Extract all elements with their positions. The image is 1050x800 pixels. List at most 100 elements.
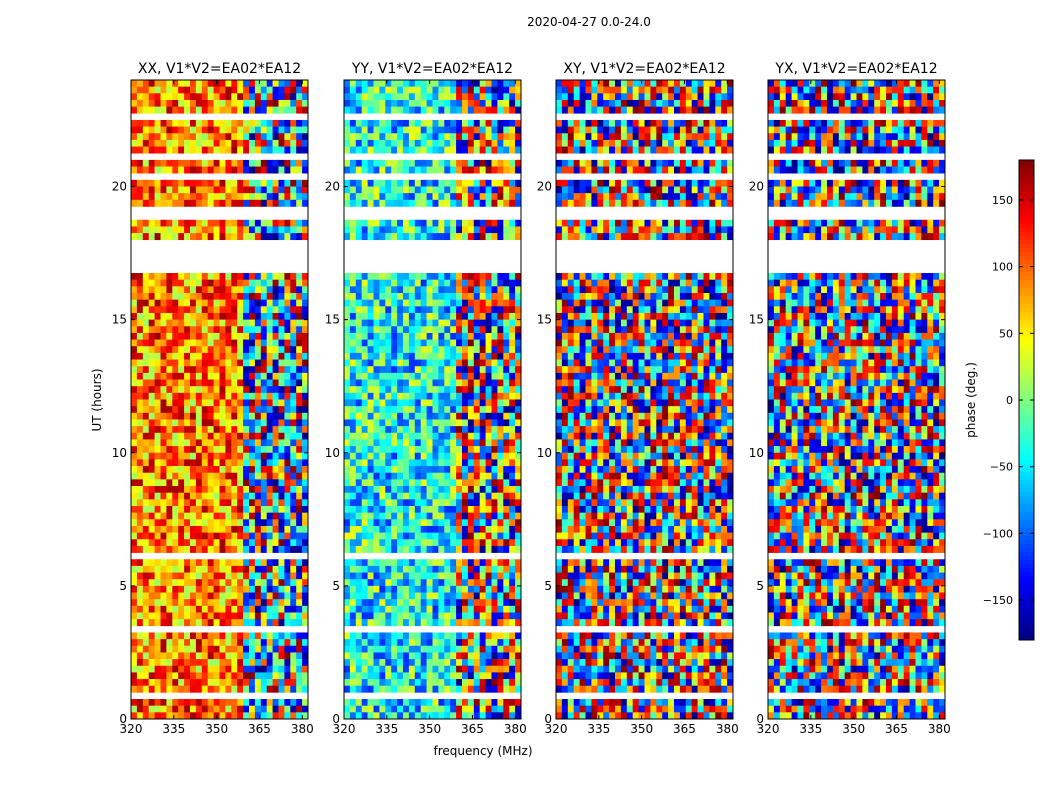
heatmap-cell bbox=[178, 506, 185, 513]
heatmap-cell bbox=[190, 559, 197, 567]
heatmap-cell bbox=[408, 186, 416, 194]
heatmap-cell bbox=[166, 406, 173, 414]
heatmap-cell bbox=[249, 512, 256, 520]
heatmap-cell bbox=[444, 639, 451, 647]
heatmap-cell bbox=[497, 133, 504, 141]
heatmap-cell bbox=[414, 80, 421, 87]
heatmap-cell bbox=[385, 279, 392, 287]
heatmap-cell bbox=[361, 545, 368, 553]
heatmap-cell bbox=[136, 359, 144, 367]
heatmap-cell bbox=[403, 486, 410, 493]
heatmap-cell bbox=[509, 612, 516, 620]
heatmap-cell bbox=[131, 139, 138, 147]
heatmap-cell bbox=[344, 699, 351, 706]
heatmap-cell bbox=[160, 579, 167, 587]
heatmap-cell bbox=[361, 685, 368, 693]
heatmap-cell bbox=[231, 426, 238, 434]
heatmap-cell bbox=[408, 659, 416, 667]
heatmap-cell bbox=[485, 645, 492, 653]
heatmap-cell bbox=[184, 565, 191, 573]
heatmap-cell bbox=[131, 525, 138, 533]
heatmap-cell bbox=[160, 419, 167, 427]
heatmap-cell bbox=[361, 446, 368, 454]
heatmap-cell bbox=[503, 286, 510, 294]
heatmap-cell bbox=[243, 86, 250, 94]
heatmap-cell bbox=[438, 446, 445, 454]
heatmap-cell bbox=[426, 459, 433, 467]
heatmap-cell bbox=[131, 293, 138, 300]
heatmap-cell bbox=[178, 379, 185, 387]
heatmap-cell bbox=[444, 139, 451, 147]
heatmap-cell bbox=[473, 479, 480, 487]
heatmap-cell bbox=[450, 133, 457, 141]
heatmap-cell bbox=[349, 512, 357, 520]
heatmap-cell bbox=[166, 99, 173, 107]
heatmap-cell bbox=[266, 126, 273, 134]
heatmap-cell bbox=[148, 679, 155, 687]
heatmap-cell bbox=[249, 392, 256, 400]
heatmap-cell bbox=[403, 612, 410, 620]
heatmap-cell bbox=[207, 459, 214, 467]
heatmap-cell bbox=[515, 652, 522, 660]
heatmap-cell bbox=[426, 512, 433, 520]
heatmap-cell bbox=[142, 685, 149, 693]
heatmap-cell bbox=[426, 672, 433, 680]
heatmap-cell bbox=[237, 346, 244, 354]
heatmap-cell bbox=[379, 446, 386, 454]
heatmap-cell bbox=[148, 599, 155, 607]
heatmap-cell bbox=[420, 299, 427, 307]
heatmap-cell bbox=[467, 545, 475, 553]
heatmap-cell bbox=[426, 605, 433, 613]
heatmap-cell bbox=[367, 379, 374, 387]
heatmap-cell bbox=[136, 572, 144, 580]
heatmap-cell bbox=[284, 219, 291, 227]
heatmap-cell bbox=[473, 332, 480, 340]
heatmap-cell bbox=[249, 685, 256, 693]
heatmap-cell bbox=[420, 326, 427, 334]
heatmap-cell bbox=[397, 86, 404, 94]
heatmap-cell bbox=[148, 126, 155, 134]
heatmap-cell bbox=[397, 432, 404, 440]
heatmap-cell bbox=[148, 286, 155, 294]
heatmap-cell bbox=[172, 133, 179, 141]
heatmap-cell bbox=[142, 512, 149, 520]
heatmap-cell bbox=[237, 659, 244, 667]
heatmap-cell bbox=[160, 699, 167, 706]
heatmap-cell bbox=[355, 432, 362, 440]
heatmap-cell bbox=[160, 712, 167, 720]
heatmap-cell bbox=[473, 519, 480, 527]
heatmap-cell bbox=[373, 312, 380, 320]
heatmap-cell bbox=[219, 539, 226, 547]
heatmap-cell bbox=[243, 466, 250, 474]
heatmap-cell bbox=[243, 199, 250, 207]
heatmap-cell bbox=[190, 332, 197, 340]
heatmap-cell bbox=[178, 119, 185, 127]
heatmap-cell bbox=[456, 705, 463, 713]
heatmap-cell bbox=[195, 326, 203, 334]
heatmap-cell bbox=[373, 539, 380, 547]
heatmap-cell bbox=[219, 226, 226, 234]
heatmap-cell bbox=[391, 312, 398, 320]
heatmap-cell bbox=[254, 126, 262, 134]
heatmap-cell bbox=[243, 639, 250, 647]
heatmap-cell bbox=[485, 399, 492, 407]
heatmap-cell bbox=[302, 645, 309, 653]
heatmap-cell bbox=[379, 159, 386, 167]
heatmap-cell bbox=[355, 119, 362, 127]
heatmap-cell bbox=[254, 119, 262, 127]
heatmap-cell bbox=[154, 659, 161, 667]
heatmap-cell bbox=[142, 599, 149, 607]
heatmap-cell bbox=[201, 699, 208, 706]
heatmap-cell bbox=[438, 166, 445, 174]
heatmap-cell bbox=[479, 359, 486, 367]
heatmap-cell bbox=[243, 432, 250, 440]
heatmap-cell bbox=[503, 679, 510, 687]
heatmap-cell bbox=[420, 599, 427, 607]
heatmap-cell bbox=[225, 659, 232, 667]
heatmap-cell bbox=[195, 532, 203, 540]
heatmap-cell bbox=[462, 332, 469, 340]
heatmap-cell bbox=[136, 93, 144, 101]
heatmap-cell bbox=[136, 306, 144, 314]
heatmap-cell bbox=[225, 412, 232, 420]
heatmap-cell bbox=[403, 492, 410, 500]
